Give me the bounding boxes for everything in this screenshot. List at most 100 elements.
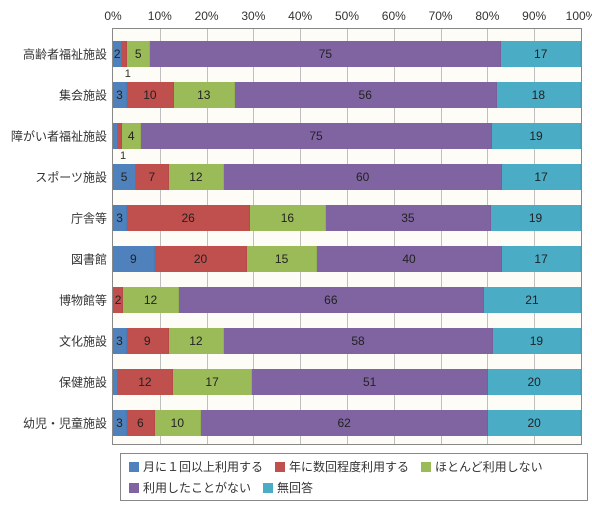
bar-segment: 9 [127, 328, 169, 354]
bar-segment: 19 [492, 123, 581, 149]
bar-segment: 16 [250, 205, 326, 231]
bar-segment: 35 [326, 205, 491, 231]
segment-value: 9 [144, 334, 151, 348]
bar-segment: 2 [114, 287, 123, 313]
bar-segment: 17 [502, 246, 581, 272]
bar-row: 2 12 66 21 [113, 287, 581, 313]
bar-segment: 17 [173, 369, 252, 395]
segment-value: 3 [116, 211, 123, 225]
bar-segment: 3 [113, 82, 127, 108]
segment-value: 75 [319, 47, 332, 61]
bar-segment: 2 [113, 41, 122, 67]
bar-segment: 7 [136, 164, 168, 190]
bar-segment: 21 [484, 287, 581, 313]
x-tick-label: 20% [195, 9, 219, 23]
category-label: 図書館 [0, 251, 113, 268]
bar-segment: 12 [169, 328, 225, 354]
overflow-value-label: 1 [125, 68, 131, 80]
x-tick-label: 30% [241, 9, 265, 23]
bar-segment: 51 [252, 369, 488, 395]
bar-segment: 12 [123, 287, 178, 313]
segment-value: 12 [138, 375, 151, 389]
segment-value: 19 [530, 334, 543, 348]
segment-value: 10 [171, 416, 184, 430]
segment-value: 17 [534, 252, 547, 266]
bar-segment: 4 [122, 123, 141, 149]
segment-value: 16 [281, 211, 294, 225]
segment-value: 5 [135, 47, 142, 61]
bar-segment: 19 [491, 205, 581, 231]
bar-segment: 20 [488, 369, 581, 395]
bar-segment: 75 [141, 123, 492, 149]
bar-segment: 58 [224, 328, 493, 354]
legend-item: 年に数回程度利用する [275, 458, 409, 475]
plot-area: 0%10%20%30%40%50%60%70%80%90%100%2575173… [112, 28, 582, 445]
bar-row: 3 26 16 35 19 [113, 205, 581, 231]
category-label: 文化施設 [0, 333, 113, 350]
x-tick-label: 100% [566, 9, 592, 23]
legend-swatch [129, 483, 139, 493]
segment-value: 17 [534, 170, 547, 184]
segment-value: 18 [532, 88, 545, 102]
x-tick-label: 90% [522, 9, 546, 23]
segment-value: 66 [324, 293, 337, 307]
segment-value: 10 [143, 88, 156, 102]
x-tick-label: 40% [288, 9, 312, 23]
bar-segment: 12 [169, 164, 225, 190]
bar-segment: 9 [113, 246, 155, 272]
bar-segment: 10 [127, 82, 174, 108]
bar-row: 12 175120 [113, 369, 581, 395]
bar-segment: 3 [113, 205, 127, 231]
segment-value: 75 [309, 129, 322, 143]
x-tick-label: 10% [148, 9, 172, 23]
bar-segment: 17 [501, 41, 581, 67]
segment-value: 7 [149, 170, 156, 184]
legend-item: 利用したことがない [129, 479, 251, 496]
bar-row: 4 75 19 [113, 123, 581, 149]
bar-segment: 62 [201, 410, 488, 436]
segment-value: 58 [351, 334, 364, 348]
bar-segment: 20 [155, 246, 248, 272]
segment-value: 13 [197, 88, 210, 102]
bar-row: 920 15 40 17 [113, 246, 581, 272]
bar-row: 3 10 13 56 18 [113, 82, 581, 108]
legend-swatch [263, 483, 273, 493]
bar-segment: 19 [493, 328, 581, 354]
category-label: 保健施設 [0, 374, 113, 391]
bar-segment: 40 [317, 246, 502, 272]
bar-row: 25 75 17 [113, 41, 581, 67]
bar-segment: 26 [127, 205, 250, 231]
bar-segment: 56 [235, 82, 497, 108]
bar-segment: 5 [113, 164, 136, 190]
legend: 月に１回以上利用する年に数回程度利用するほとんど利用しない利用したことがない無回… [120, 453, 588, 501]
bar-segment: 13 [174, 82, 235, 108]
legend-swatch [129, 462, 139, 472]
category-label: 庁舎等 [0, 210, 113, 227]
legend-item: ほとんど利用しない [421, 458, 543, 475]
segment-value: 6 [137, 416, 144, 430]
legend-swatch [421, 462, 431, 472]
x-tick-label: 80% [475, 9, 499, 23]
segment-value: 12 [189, 170, 202, 184]
overflow-value-label: 1 [120, 150, 126, 162]
legend-label: ほとんど利用しない [435, 458, 543, 475]
category-label: スポーツ施設 [0, 169, 113, 186]
segment-value: 3 [116, 88, 123, 102]
x-tick-label: 0% [104, 9, 121, 23]
segment-value: 2 [114, 47, 121, 61]
bar-segment: 12 [118, 369, 174, 395]
segment-value: 56 [359, 88, 372, 102]
bar-segment: 5 [127, 41, 150, 67]
segment-value: 15 [275, 252, 288, 266]
segment-value: 17 [534, 47, 547, 61]
bar-segment: 66 [179, 287, 484, 313]
segment-value: 35 [401, 211, 414, 225]
x-tick-label: 70% [429, 9, 453, 23]
legend-swatch [275, 462, 285, 472]
segment-value: 12 [144, 293, 157, 307]
segment-value: 21 [525, 293, 538, 307]
bar-row: 36106220 [113, 410, 581, 436]
segment-value: 19 [529, 129, 542, 143]
segment-value: 62 [337, 416, 350, 430]
bar-segment: 3 [113, 410, 127, 436]
